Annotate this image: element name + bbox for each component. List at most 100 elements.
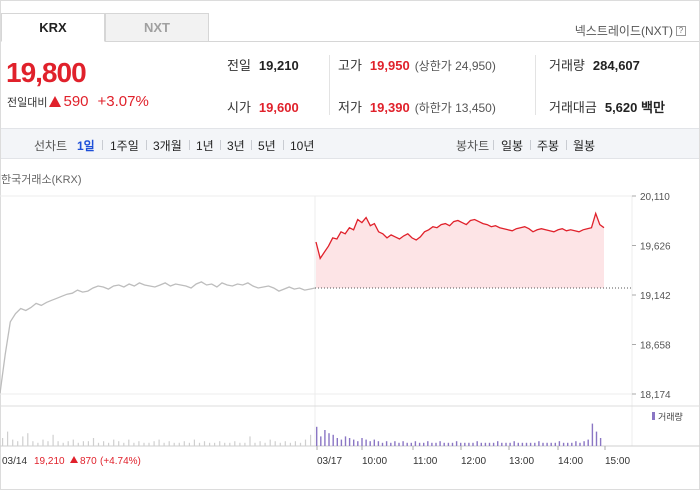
stat-label: 거래대금 bbox=[549, 100, 597, 115]
volume-bar bbox=[431, 442, 433, 446]
volume-bar bbox=[509, 442, 511, 446]
help-icon[interactable]: ? bbox=[676, 25, 686, 36]
source-label: 한국거래소(KRX) bbox=[1, 174, 82, 186]
volume-bar bbox=[423, 442, 425, 446]
volume-bar bbox=[427, 441, 429, 446]
up-arrow-icon bbox=[49, 96, 62, 107]
volume-bar bbox=[348, 438, 351, 446]
period-3m[interactable]: 3개월 bbox=[153, 139, 182, 153]
x-axis-labels: 03/14 03/17 10:00 11:00 12:00 13:00 14:00 15:00 bbox=[2, 446, 630, 467]
volume-bar bbox=[299, 442, 302, 446]
period-separator bbox=[220, 140, 221, 150]
x-tick-label: 15:00 bbox=[605, 456, 630, 467]
x-tick-label: 03/14 bbox=[2, 456, 27, 467]
volume-bar bbox=[353, 439, 355, 446]
stat-value: 19,600 bbox=[258, 100, 299, 115]
volume-bar bbox=[57, 441, 59, 446]
price-chart[interactable]: 20,110 19,626 19,142 18,658 18,174 거래량 03/14… bbox=[0, 180, 700, 470]
period-separator bbox=[251, 140, 252, 150]
volume-bar bbox=[562, 442, 565, 446]
volume-bar bbox=[390, 442, 392, 446]
volume-bar bbox=[340, 439, 343, 446]
volume-bar bbox=[332, 434, 334, 446]
volume-bar bbox=[394, 441, 396, 446]
period-5y[interactable]: 5년 bbox=[258, 139, 276, 153]
volume-bar bbox=[369, 441, 371, 446]
volume-bar bbox=[599, 438, 602, 446]
volume-bar bbox=[17, 441, 19, 446]
stat-amount: 거래대금 5,620 백만 bbox=[549, 97, 665, 116]
stat-open: 시가 19,600 bbox=[227, 97, 299, 116]
volume-bar bbox=[501, 442, 503, 446]
tab-underline bbox=[209, 41, 699, 42]
period-weekly-candle[interactable]: 주봉 bbox=[537, 139, 560, 153]
volume-bar bbox=[289, 442, 291, 446]
volume-bar bbox=[476, 441, 478, 446]
volume-bar bbox=[113, 439, 115, 446]
period-1y[interactable]: 1년 bbox=[196, 139, 214, 153]
candle-chart-label: 봉차트 bbox=[456, 139, 490, 153]
volume-bar bbox=[492, 442, 495, 446]
volume-bar bbox=[402, 441, 404, 446]
volume-bar bbox=[414, 441, 417, 446]
volume-bars bbox=[2, 423, 602, 446]
stat-value: 284,607 bbox=[592, 58, 640, 73]
volume-bar bbox=[468, 442, 470, 446]
volume-bar bbox=[133, 442, 135, 446]
stat-value: 19,950 bbox=[369, 58, 410, 73]
volume-bar bbox=[361, 438, 363, 446]
stat-high: 고가 19,950 (상한가 24,950) bbox=[338, 55, 496, 74]
volume-bar bbox=[447, 442, 450, 446]
prev-day-price-line bbox=[0, 281, 316, 394]
period-monthly-candle[interactable]: 월봉 bbox=[573, 139, 596, 153]
period-separator bbox=[566, 140, 567, 150]
x-tick-label: 03/17 bbox=[317, 456, 342, 467]
prev-day-close: 19,210 bbox=[34, 456, 65, 467]
volume-bar bbox=[521, 442, 524, 446]
prev-day-change: 870 bbox=[80, 456, 97, 467]
period-daily-candle[interactable]: 일봉 bbox=[501, 139, 524, 153]
volume-bar bbox=[497, 441, 499, 446]
lower-limit: (하한가 13,450) bbox=[414, 101, 496, 115]
today-price-area bbox=[316, 213, 604, 288]
volume-bar bbox=[52, 434, 54, 446]
volume-bar bbox=[274, 441, 276, 446]
current-price: 19,800 bbox=[6, 57, 87, 88]
volume-bar bbox=[534, 442, 536, 446]
period-separator bbox=[283, 140, 284, 150]
volume-bar bbox=[123, 442, 125, 446]
volume-bar bbox=[550, 442, 552, 446]
volume-bar bbox=[554, 442, 556, 446]
volume-bar bbox=[344, 436, 347, 446]
volume-bar bbox=[480, 442, 482, 446]
period-3y[interactable]: 3년 bbox=[227, 139, 245, 153]
tab-nxt[interactable]: NXT bbox=[105, 13, 209, 42]
stats-divider bbox=[535, 55, 536, 115]
volume-bar bbox=[435, 442, 437, 446]
volume-bar bbox=[579, 442, 581, 446]
volume-bar bbox=[254, 442, 256, 446]
x-tick-label: 13:00 bbox=[509, 456, 534, 467]
nxt-link[interactable]: 넥스트레이드(NXT) ? bbox=[575, 22, 686, 39]
volume-bar bbox=[304, 439, 307, 446]
volume-bar bbox=[259, 441, 261, 446]
period-10y[interactable]: 10년 bbox=[290, 139, 315, 153]
volume-bar bbox=[234, 441, 236, 446]
period-separator bbox=[493, 140, 494, 150]
stat-label: 저가 bbox=[338, 100, 362, 115]
tab-krx[interactable]: KRX bbox=[1, 13, 105, 42]
period-1w[interactable]: 1주일 bbox=[110, 139, 139, 153]
stat-label: 전일 bbox=[227, 58, 251, 73]
volume-legend-swatch bbox=[652, 412, 655, 420]
volume-bar bbox=[575, 441, 577, 446]
volume-bar bbox=[183, 441, 185, 446]
volume-bar bbox=[336, 438, 338, 446]
change-value: 590 bbox=[63, 93, 89, 110]
volume-bar bbox=[410, 442, 412, 446]
period-1d[interactable]: 1일 bbox=[77, 139, 95, 153]
volume-bar bbox=[418, 442, 421, 446]
x-tick-label: 11:00 bbox=[413, 456, 438, 467]
volume-bar bbox=[455, 441, 458, 446]
volume-bar bbox=[7, 431, 9, 446]
volume-bar bbox=[269, 439, 271, 446]
